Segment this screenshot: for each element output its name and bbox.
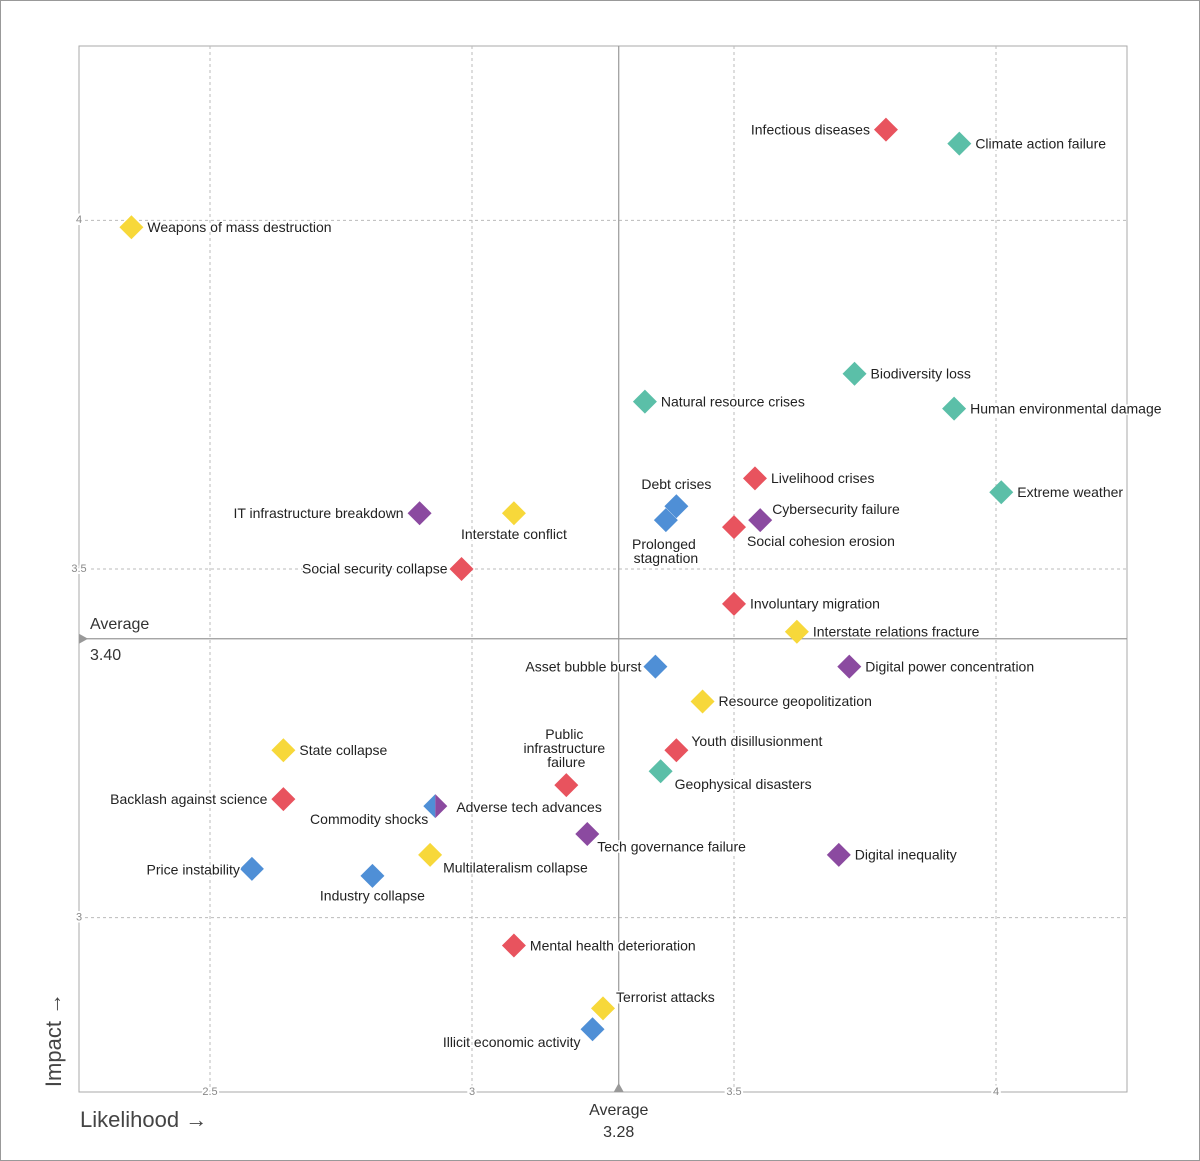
point [575, 821, 600, 846]
point [690, 689, 715, 714]
point [826, 842, 851, 867]
point [407, 501, 432, 526]
y-axis-title: Impact → [41, 993, 66, 1087]
point-label: Industry collapse [320, 888, 425, 904]
point-label: Climate action failure [975, 135, 1106, 151]
point-label: Interstate relations fracture [813, 623, 980, 639]
x-tick-label: 4 [993, 1086, 999, 1098]
point [435, 794, 448, 819]
point-label: Resource geopolitization [719, 693, 872, 709]
point-label: Digital inequality [855, 847, 957, 863]
point-label: Mental health deterioration [530, 937, 696, 953]
y-tick-label: 4 [76, 214, 82, 226]
point [947, 131, 972, 156]
point-label: Social security collapse [302, 561, 448, 577]
point-label: Cybersecurity failure [772, 501, 900, 517]
point-label: Multilateralism collapse [443, 860, 588, 876]
point-label: State collapse [299, 742, 387, 758]
label-line: stagnation [634, 550, 699, 566]
point-label: Human environmental damage [970, 400, 1162, 416]
point-label: Terrorist attacks [616, 989, 715, 1005]
label-line: Public [545, 726, 587, 742]
y-tick-label: 3 [76, 912, 82, 924]
point [119, 215, 144, 240]
average-value: 3.28 [603, 1124, 634, 1141]
point-label: Tech governance failure [597, 839, 746, 855]
point [664, 494, 689, 519]
point [653, 508, 678, 533]
point [271, 787, 296, 812]
point [501, 501, 526, 526]
point [360, 863, 385, 888]
point-label: Prolonged stagnation [632, 536, 700, 566]
point [418, 842, 443, 867]
x-tick-label: 3 [469, 1086, 475, 1098]
point [271, 738, 296, 763]
point [989, 480, 1014, 505]
point [591, 996, 615, 1021]
point [449, 557, 474, 581]
x-axis-title: Likelihood → [80, 1107, 207, 1132]
point-label: Biodiversity loss [871, 365, 971, 381]
point-label: Digital power concentration [865, 658, 1034, 674]
point-label: Livelihood crises [771, 470, 875, 486]
point-label: Geophysical disasters [675, 776, 812, 792]
point [554, 773, 579, 798]
point [722, 515, 746, 540]
point-label: Illicit economic activity [443, 1034, 581, 1050]
average-lines: Average 3.40 Average 3.28 [79, 46, 1127, 1141]
point-label: Public infrastructure failure [524, 726, 610, 770]
point-label: Involuntary migration [750, 596, 880, 612]
average-label: Average [589, 1102, 648, 1119]
point-label: Debt crises [641, 476, 711, 492]
points: Infectious diseases Climate action failur… [109, 117, 1163, 1051]
point [643, 654, 668, 679]
point-label: Adverse tech advances [456, 799, 602, 815]
point [580, 1017, 605, 1042]
x-tick-label: 3.5 [726, 1086, 741, 1098]
point-label: IT infrastructure breakdown [233, 505, 403, 521]
label-line: Prolonged [632, 536, 700, 552]
point [784, 619, 809, 644]
point [423, 794, 436, 819]
x-tick-label: 2.5 [202, 1086, 217, 1098]
point-label: Youth disillusionment [691, 733, 822, 749]
point-label: Interstate conflict [461, 526, 567, 542]
point-label: Social cohesion erosion [747, 533, 895, 549]
point-label: Natural resource crises [661, 393, 805, 409]
point [748, 508, 773, 533]
label-line: infrastructure [524, 740, 610, 756]
point-label: Infectious diseases [751, 121, 870, 137]
grid [79, 46, 1127, 1092]
point [842, 361, 867, 386]
point-label: Asset bubble burst [525, 658, 641, 674]
point-label: Weapons of mass destruction [147, 219, 331, 235]
axes: 2.5 3 3.5 4 3 3.5 4 [69, 212, 1001, 1100]
average-label: Average [90, 616, 149, 633]
point [742, 466, 767, 491]
point [664, 738, 689, 763]
point [648, 759, 673, 784]
point [239, 856, 264, 881]
point [632, 389, 657, 414]
y-tick-label: 3.5 [71, 563, 86, 575]
point [722, 591, 746, 616]
point-label: Commodity shocks [310, 811, 428, 827]
point-label: Extreme weather [1017, 484, 1123, 500]
label-line: failure [547, 754, 585, 770]
point [873, 117, 898, 142]
point [501, 933, 526, 958]
average-marker [613, 1083, 624, 1092]
average-value: 3.40 [90, 647, 121, 664]
average-marker [79, 633, 88, 644]
point-label: Price instability [147, 862, 240, 878]
point-label: Backlash against science [110, 791, 267, 807]
point [837, 654, 862, 679]
point [942, 396, 967, 421]
